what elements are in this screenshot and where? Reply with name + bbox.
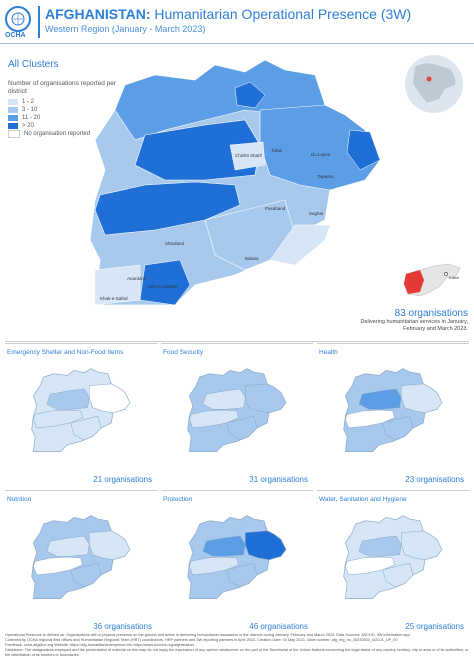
district-label: Lash-e-Juwayn	[147, 284, 178, 289]
legend-label: 1 - 2	[22, 99, 35, 105]
panel-map	[187, 515, 287, 599]
district-herat	[134, 119, 261, 181]
kabul-label: Kabul	[449, 275, 459, 280]
district-label: Taywara	[317, 174, 334, 179]
main-map-label: All Clusters	[8, 59, 59, 70]
legend-item: 11 - 20	[8, 114, 90, 122]
district-north-dark	[234, 81, 266, 109]
panel-map	[31, 515, 131, 599]
title-country: AFGHANISTAN:	[45, 6, 151, 22]
legend-label: No organisation reported	[24, 131, 91, 137]
title-rest: Humanitarian Operational Presence (3W)	[150, 6, 412, 22]
header-divider	[0, 43, 474, 44]
panel-title: Food Security	[163, 349, 204, 356]
panel-title: Emergency Shelter and Non-Food Items	[7, 349, 124, 356]
district-label: Du Layna	[311, 152, 331, 157]
legend-title: Number of organisations reported per dis…	[8, 80, 117, 95]
cluster-panel: Emergency Shelter and Non-Food Items 21 o…	[5, 343, 157, 488]
title-divider	[38, 6, 40, 38]
legend-swatch	[8, 123, 18, 129]
panel-title: Nutrition	[7, 496, 32, 503]
footer-sources: Collected by OCHA regional field offices…	[5, 638, 398, 642]
panel-count: 25 organisations	[405, 622, 464, 631]
panel-title: Water, Sanitation and Hygiene	[319, 496, 407, 503]
district-label: Tulak	[271, 148, 283, 153]
legend-item: 3 - 10	[8, 106, 90, 114]
main-map: Chishti Sharif Tulak Du Layna Pasaband S…	[89, 60, 381, 306]
logo-text: OCHA	[5, 32, 26, 39]
total-description: Delivering humanitarian services in Janu…	[360, 319, 468, 332]
footer-definition: Operational Presence is defined as: Orga…	[5, 633, 410, 637]
total-count: 83 organisations	[394, 308, 468, 319]
footer-disclaimer: Disclaimer: The designations employed an…	[5, 648, 469, 652]
district-label: Pasaband	[265, 206, 286, 211]
legend-label: 11 - 20	[22, 115, 41, 121]
district-label: Bakwa	[245, 256, 259, 261]
panel-map	[31, 368, 131, 452]
un-logo-icon	[5, 6, 31, 32]
cluster-panel: Nutrition 36 organisations	[5, 490, 157, 635]
district-label: Khak-e-Safed	[100, 296, 128, 301]
panel-map	[187, 368, 287, 452]
cluster-panel: Protection 46 organisations	[161, 490, 313, 635]
district-east	[259, 104, 381, 191]
footer-feedback: Feedback: ocha-afg@un.org Website: https…	[5, 643, 194, 647]
legend-item: 1 - 2	[8, 98, 90, 106]
district-ghor-dark	[346, 129, 381, 171]
legend-label: > 20	[22, 123, 34, 129]
panel-title: Protection	[163, 496, 193, 503]
footer-disclaimer-cont: the delimitation of its frontiers or bou…	[5, 653, 80, 657]
cluster-panel: Water, Sanitation and Hygiene 25 organisa…	[317, 490, 469, 635]
page-subtitle: Western Region (January - March 2023)	[45, 24, 206, 34]
page-title: AFGHANISTAN: Humanitarian Operational Pr…	[45, 6, 411, 22]
district-label: Shindand	[165, 241, 185, 246]
panel-count: 46 organisations	[249, 622, 308, 631]
legend: 1 - 2 3 - 10 11 - 20 > 20 No organisation re…	[8, 98, 90, 138]
legend-swatch	[8, 107, 18, 113]
afghanistan-inset-map: Kabul	[403, 263, 461, 297]
legend-swatch	[8, 99, 18, 105]
panel-map	[343, 515, 443, 599]
district-south-east	[269, 224, 331, 266]
legend-item: No organisation reported	[8, 130, 90, 138]
legend-item: > 20	[8, 122, 90, 130]
total-stat: 83 organisations Delivering humanitarian…	[340, 308, 468, 333]
legend-swatch	[8, 130, 20, 138]
legend-label: 3 - 10	[22, 107, 38, 113]
panel-count: 31 organisations	[249, 475, 308, 484]
district-southwest	[94, 264, 141, 306]
section-divider	[5, 341, 469, 342]
panel-count: 36 organisations	[93, 622, 152, 631]
district-labels: Chishti Sharif Tulak Du Layna Pasaband S…	[100, 148, 334, 301]
kabul-marker-icon	[444, 272, 448, 276]
footer: Operational Presence is defined as: Orga…	[5, 633, 469, 658]
district-lash	[139, 259, 191, 306]
panel-title: Health	[319, 349, 338, 356]
cluster-panel: Food Security 31 organisations	[161, 343, 313, 488]
district-label: Chishti Sharif	[235, 153, 263, 158]
district-label: Anardara	[127, 276, 146, 281]
cluster-panel: Health 23 organisations	[317, 343, 469, 488]
panel-map	[343, 368, 443, 452]
panel-count: 23 organisations	[405, 475, 464, 484]
district-chishti	[229, 141, 266, 171]
district-label: Saghar	[309, 211, 324, 216]
globe-locator-map	[405, 55, 463, 113]
panel-count: 21 organisations	[93, 475, 152, 484]
legend-swatch	[8, 115, 18, 121]
district-shindand	[94, 181, 241, 236]
